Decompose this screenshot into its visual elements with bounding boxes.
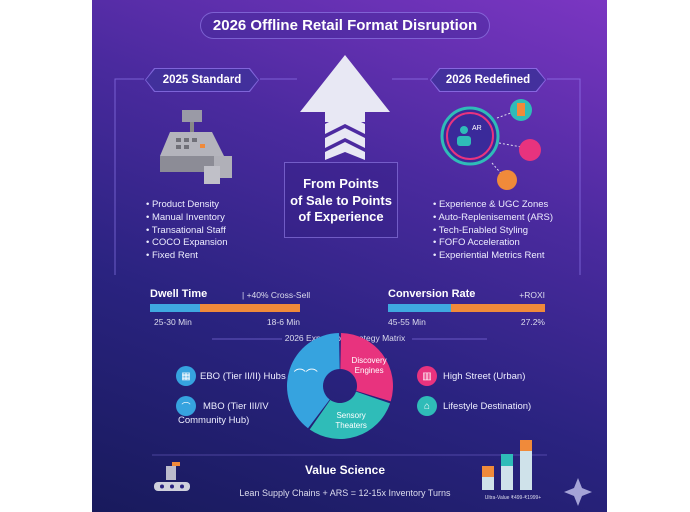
dwell-from: 25-30 Min	[154, 317, 192, 327]
list-item: FOFO Acceleration	[433, 237, 553, 250]
donut-segment-label: Engines	[355, 366, 384, 375]
ar-network-icon: AR	[440, 99, 541, 190]
matrix-left-item: EBO (Tier II/II) Hubs	[200, 371, 286, 382]
building-icon: ▥	[417, 366, 437, 386]
donut-segment-label: Sensory	[336, 411, 365, 420]
dwell-time-note: | +40% Cross-Sell	[242, 290, 311, 300]
donut-segment-label: Discovery	[352, 356, 387, 365]
conversion-rate-label: Conversion Rate	[388, 288, 476, 300]
list-item: Tech-Enabled Styling	[433, 225, 553, 238]
conversion-to: 27.2%	[520, 317, 545, 327]
dwell-time-bar-fill	[150, 304, 200, 312]
matrix-left-item: MBO (Tier III/IV	[203, 401, 269, 412]
list-item: Transational Staff	[146, 225, 227, 238]
hanger-icon: ⌒⌒	[294, 368, 318, 382]
left-list: Product Density Manual Inventory Transat…	[146, 199, 228, 263]
up-arrow-icon	[300, 55, 390, 160]
center-message: From Points of Sale to Points of Experie…	[284, 162, 398, 238]
left-heading: 2025 Standard	[146, 69, 258, 91]
donut-segment	[287, 333, 340, 429]
cash-register-icon	[160, 110, 232, 184]
center-line: From Points	[303, 176, 379, 191]
value-title: Value Science	[304, 463, 386, 477]
center-line: of Sale to Points	[290, 192, 392, 208]
list-item: Manual Inventory	[146, 212, 227, 225]
conveyor-icon	[154, 462, 190, 491]
dwell-to: 18-6 Min	[266, 317, 300, 327]
donut-segment	[309, 391, 391, 439]
dwell-time-bar	[150, 304, 300, 312]
sparkle-icon	[564, 478, 592, 506]
storefront-icon: ⌂	[417, 396, 437, 416]
list-item: COCO Expansion	[146, 237, 228, 250]
donut-segment	[340, 333, 393, 402]
center-line: of Experience	[298, 209, 384, 224]
ar-label: AR	[472, 125, 482, 132]
list-item: Product Density	[146, 199, 227, 212]
matrix-right-item: Lifestyle Destination)	[443, 401, 532, 412]
conversion-from: 45-55 Min	[388, 317, 426, 327]
matrix-right-item: High Street (Urban)	[443, 371, 526, 382]
value-subtitle: Lean Supply Chains + ARS = 12-15x Invent…	[239, 488, 451, 498]
right-list: Experience & UGC Zones Auto-Replenisemen…	[433, 199, 553, 263]
conversion-rate-bar	[388, 304, 545, 312]
value-caption: Ultra-Value ₹499-₹1999+	[484, 495, 542, 501]
conversion-note: +ROXI	[519, 290, 545, 300]
growth-bars-icon	[482, 440, 532, 490]
matrix-left-item: Community Hub)	[178, 415, 250, 426]
list-item: Experience & UGC Zones	[433, 199, 553, 212]
list-item: Experiential Metrics Rent	[433, 250, 553, 263]
donut-segment-label: Theaters	[335, 421, 367, 430]
dwell-time-label: Dwell Time	[150, 288, 208, 300]
list-item: Fixed Rent	[146, 250, 227, 263]
infographic-panel: 2026 Offline Retail Format Disruption 20…	[92, 0, 607, 512]
hanger-icon: ⌒	[176, 396, 196, 416]
frame-lines	[114, 78, 592, 506]
right-heading: 2026 Redefined	[431, 69, 545, 91]
conversion-rate-bar-fill	[388, 304, 451, 312]
page-title: 2026 Offline Retail Format Disruption	[200, 12, 490, 39]
list-item: Auto-Replenisement (ARS)	[433, 212, 553, 225]
store-icon: ▦	[176, 366, 196, 386]
